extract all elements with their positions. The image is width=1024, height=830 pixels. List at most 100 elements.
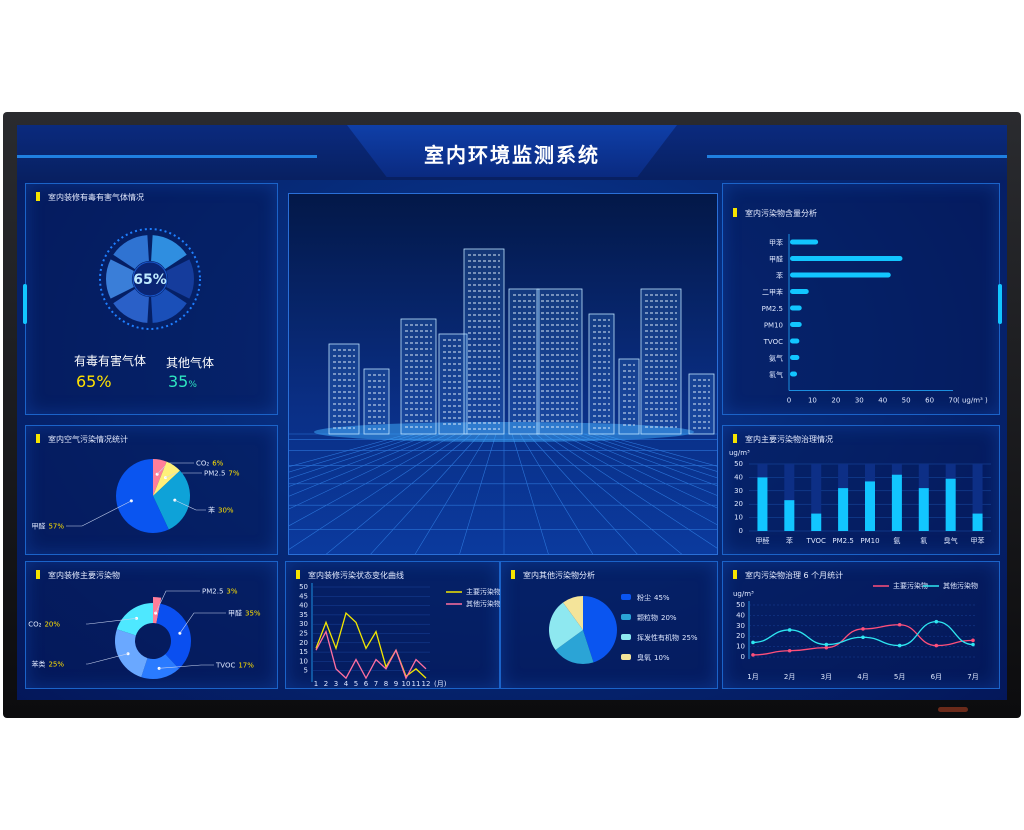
slice-name: PM2.5 (202, 588, 223, 596)
legend-name: 颗粒物 (637, 613, 658, 622)
panel-title: 室内污染物含量分析 (733, 208, 817, 219)
category-label: 甲醛 (769, 255, 783, 264)
pie-slice (583, 596, 617, 663)
slice-name: 甲醛 (31, 522, 45, 531)
title-plate (347, 125, 677, 177)
slice-label: PM2.5 7% (204, 470, 240, 478)
city-skyline-image (289, 248, 717, 554)
toxic-label: 有毒有害气体 (74, 354, 147, 368)
bar (790, 305, 802, 311)
leader-line (155, 590, 200, 614)
data-point (971, 638, 975, 643)
x-tick-label: 10 (808, 397, 817, 405)
slice-label: CO₂ 20% (28, 621, 60, 629)
category-label: TVOC (806, 537, 826, 545)
x-tick-label: 1月 (747, 673, 758, 681)
bar (790, 272, 891, 278)
leader-line (179, 612, 226, 634)
bar-track (811, 464, 822, 531)
legend-percent: 10% (654, 654, 670, 662)
header-deco-left (17, 155, 317, 158)
y-tick-label: 50 (299, 583, 308, 591)
bar (945, 478, 956, 531)
y-tick-label: 20 (299, 639, 308, 647)
data-point (971, 642, 975, 647)
x-tick-label: 40 (878, 397, 887, 405)
x-tick-label: 4 (344, 680, 349, 688)
slice-label: 甲醛 35% (228, 609, 261, 618)
y-tick-label: 30 (736, 622, 745, 630)
y-tick-label: 10 (736, 643, 745, 651)
y-tick-label: 40 (734, 473, 743, 481)
leader-line (165, 472, 202, 478)
slice-name: TVOC (215, 662, 235, 670)
category-label: 甲醛 (755, 536, 769, 545)
grid-line (511, 433, 549, 554)
building (688, 373, 715, 435)
x-tick-label: 70 (949, 397, 958, 405)
y-tick-label: 20 (734, 500, 743, 508)
slice-label: CO₂ 6% (196, 460, 224, 468)
side-tab (998, 284, 1002, 324)
slice-name: 苯类 (31, 660, 45, 669)
grid-line (567, 433, 717, 496)
grid-line (289, 433, 409, 468)
bar (790, 355, 800, 360)
other-gas-value: 35 (168, 372, 189, 391)
gauge-segment (113, 288, 149, 323)
x-tick-label: 7 (374, 680, 378, 688)
slice-name: 苯 (208, 506, 215, 515)
category-label: PM2.5 (762, 305, 783, 313)
category-label: 氨 (893, 536, 900, 545)
panel-treatment: 室内主要污染物治理情况 ug/m³ 0 10 20 30 40 50 甲醛 苯 TVOC PM2.5… (722, 425, 1000, 555)
gauge-segment (151, 235, 187, 270)
category-label: TVOC (763, 338, 783, 346)
leader-line (86, 618, 137, 625)
x-tick-label: 0 (787, 397, 791, 405)
slice-percent: 57% (48, 523, 64, 531)
y-tick-label: 50 (736, 601, 745, 609)
legend-label: 其他污染物 (466, 599, 501, 608)
pie-slice (116, 603, 153, 636)
y-tick-label: 15 (299, 648, 308, 656)
bar (784, 500, 795, 531)
slice-label: TVOC 17% (215, 662, 254, 670)
slice-name: PM2.5 (204, 470, 225, 478)
y-tick-label: 25 (299, 630, 308, 638)
grid-line (289, 433, 449, 510)
gauge-segment (113, 235, 149, 270)
gauge-segment (166, 259, 195, 299)
panel-pollutant-content: 室内污染物含量分析 甲苯 甲醛苯二甲苯 PM2.5 PM10 TVOC 氨气 氡气 0 10 20… (722, 183, 1002, 415)
x-tick-label: 9 (394, 680, 398, 688)
leader-line (159, 664, 214, 669)
grid-line (575, 433, 717, 486)
y-axis-unit: ug/m³ (729, 449, 750, 457)
y-tick-label: 50 (734, 460, 743, 468)
slice-name: CO₂ (28, 621, 41, 629)
slice-label: 甲醛 57% (31, 522, 64, 531)
grid-line (583, 433, 717, 479)
y-tick-label: 30 (734, 487, 743, 495)
slice-percent: 35% (245, 610, 261, 618)
air-pie-chart: CO₂ 6% PM2.5 7% 苯 30% 甲醛 57% (31, 459, 240, 533)
category-label: 氡气 (769, 370, 783, 379)
panel-title: 室内其他污染物分析 (511, 570, 595, 581)
bar-track (784, 464, 795, 531)
legend-label: 其他污染物 (943, 581, 978, 590)
six-month-line-chart: 0 10 20 30 40 50 ug/m³ 1月 2月 3月 4月 5月 6月 7月 主要污染物 其他污染物 (733, 581, 979, 681)
leader-dot (154, 611, 158, 615)
building (463, 248, 505, 435)
building (438, 333, 468, 435)
leader-line (86, 653, 129, 665)
pie-slice (563, 596, 583, 630)
gauge-segment (151, 288, 187, 323)
power-indicator (938, 707, 968, 712)
y-tick-label: 30 (299, 620, 308, 628)
treatment-bar-chart: ug/m³ 0 10 20 30 40 50 甲醛 苯 TVOC PM2.5 PM10 氨 氡 臭气 甲苯 (729, 449, 991, 545)
category-label: PM10 (764, 322, 783, 330)
y-axis-unit: ug/m³ (733, 590, 754, 598)
y-tick-label: 20 (736, 632, 745, 640)
category-label: 甲苯 (971, 536, 985, 545)
other-gas-unit: % (188, 380, 197, 390)
